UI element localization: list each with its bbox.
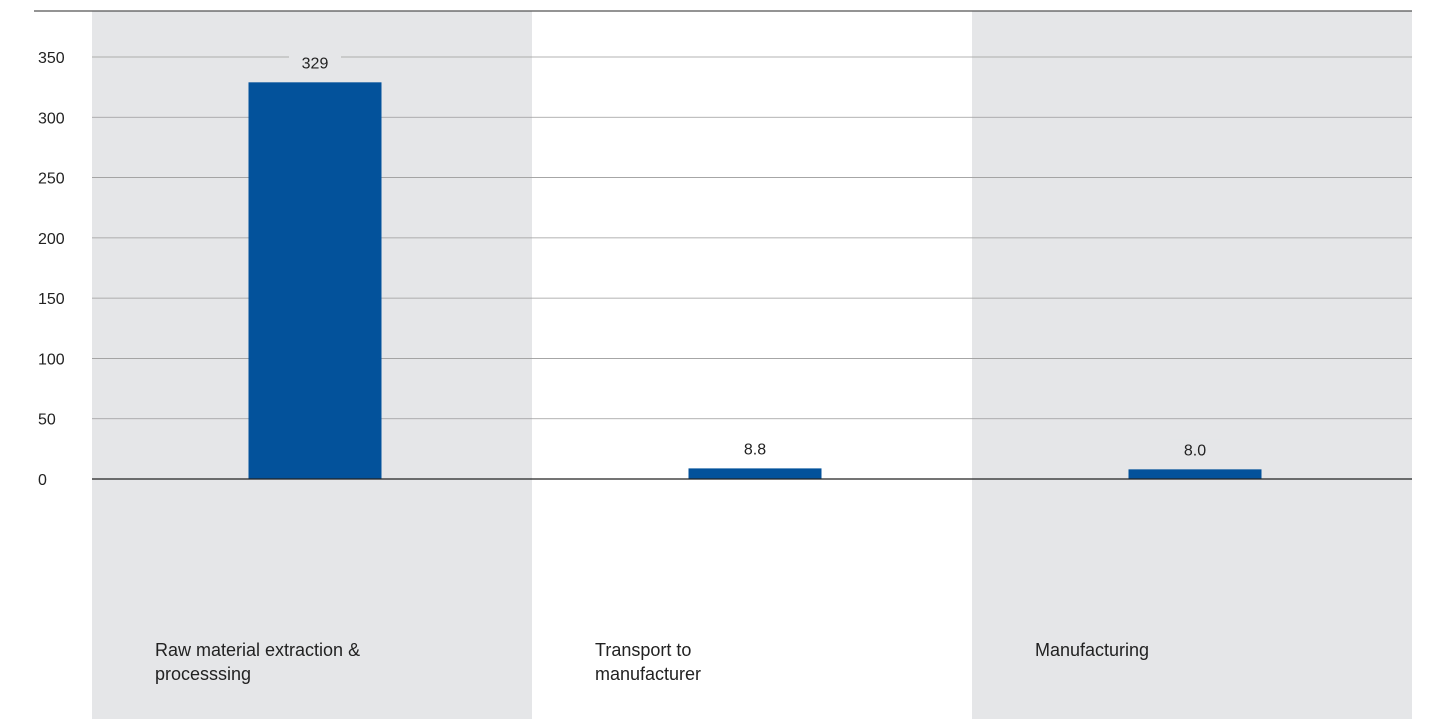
y-tick-label-50: 50 (38, 412, 56, 429)
bar-0 (248, 82, 382, 479)
value-labels: 329 8.8 8.0 (289, 52, 1221, 462)
y-tick-label-150: 150 (38, 291, 65, 308)
y-tick-label-0: 0 (38, 472, 47, 489)
y-tick-label-300: 300 (38, 110, 65, 127)
y-tick-label-200: 200 (38, 231, 65, 248)
y-tick-label-250: 250 (38, 171, 65, 188)
value-label-bg-2 (1169, 439, 1221, 462)
value-label-2: 8.0 (1184, 442, 1206, 459)
bar-1 (688, 468, 822, 479)
value-label-bg-0 (289, 52, 341, 75)
value-label-1: 8.8 (744, 441, 766, 458)
category-label-2: Manufacturing (1035, 640, 1150, 660)
y-tick-label-100: 100 (38, 351, 65, 368)
bar-2 (1128, 469, 1262, 479)
y-axis-tick-labels: 0 50 100 150 200 250 300 350 (38, 50, 65, 489)
category-label-1: Transport to manufacturer (595, 640, 702, 684)
category-band-2 (972, 11, 1412, 719)
value-label-bg-1 (729, 438, 781, 461)
value-label-0: 329 (302, 55, 329, 72)
bars (248, 82, 1262, 479)
y-tick-label-350: 350 (38, 50, 65, 67)
category-label-0: Raw material extraction & processsing (155, 640, 361, 684)
